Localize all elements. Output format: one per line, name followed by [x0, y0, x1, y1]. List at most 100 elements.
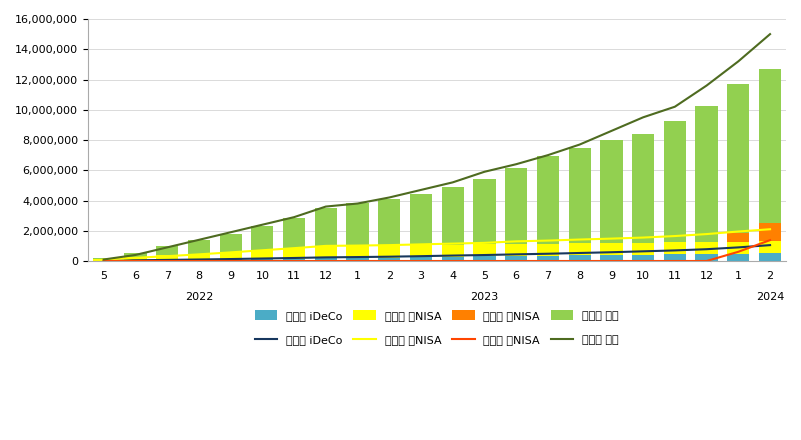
評価額 特定 — [606, 128, 616, 134]
Line: 評価額 iDeCo: 評価額 iDeCo — [103, 245, 770, 260]
評価額 特定 — [543, 153, 553, 158]
評価額 旧NISA — [670, 233, 680, 238]
評価額 特定 — [384, 195, 394, 200]
評価額 特定 — [480, 169, 489, 174]
Bar — [252, 226, 273, 250]
Bar — [727, 232, 750, 242]
Bar — [441, 187, 464, 245]
Bar — [124, 253, 147, 257]
Bar — [156, 256, 179, 260]
Bar — [537, 244, 559, 256]
評価額 新NISA — [352, 258, 362, 264]
評価額 旧NISA — [448, 241, 457, 246]
評価額 特定 — [194, 237, 203, 242]
Bar — [410, 194, 432, 245]
Bar — [569, 148, 591, 243]
Bar — [283, 218, 305, 248]
評価額 旧NISA — [194, 252, 203, 257]
Bar — [664, 242, 686, 254]
Bar — [315, 258, 337, 261]
評価額 iDeCo — [480, 253, 489, 258]
Line: 評価額 旧NISA: 評価額 旧NISA — [103, 229, 770, 260]
Bar — [219, 234, 242, 252]
Bar — [378, 198, 400, 246]
評価額 iDeCo — [606, 249, 616, 255]
評価額 新NISA — [448, 258, 457, 264]
評価額 特定 — [131, 252, 140, 257]
評価額 旧NISA — [226, 250, 235, 255]
評価額 旧NISA — [606, 236, 616, 241]
評価額 特定 — [99, 257, 108, 262]
評価額 旧NISA — [480, 240, 489, 246]
Bar — [315, 208, 337, 246]
Bar — [600, 243, 622, 255]
Bar — [283, 248, 305, 259]
評価額 特定 — [670, 104, 680, 110]
Bar — [252, 259, 273, 261]
Bar — [473, 180, 496, 244]
評価額 iDeCo — [543, 251, 553, 257]
Bar — [664, 254, 686, 261]
Bar — [632, 242, 654, 255]
評価額 新NISA — [606, 258, 616, 264]
評価額 iDeCo — [226, 257, 235, 262]
評価額 iDeCo — [163, 257, 172, 263]
評価額 iDeCo — [638, 249, 648, 254]
評価額 旧NISA — [765, 227, 775, 232]
評価額 新NISA — [417, 258, 426, 264]
評価額 iDeCo — [384, 254, 394, 259]
Bar — [378, 246, 400, 257]
Bar — [93, 259, 115, 260]
Bar — [695, 106, 718, 242]
Text: 2022: 2022 — [185, 292, 213, 302]
評価額 特定 — [417, 187, 426, 193]
Bar — [156, 260, 179, 261]
評価額 旧NISA — [543, 238, 553, 243]
評価額 旧NISA — [258, 248, 268, 253]
Bar — [759, 69, 781, 223]
評価額 iDeCo — [511, 252, 521, 257]
Bar — [410, 257, 432, 261]
評価額 新NISA — [765, 238, 775, 243]
Bar — [219, 259, 242, 261]
Bar — [632, 255, 654, 261]
Bar — [124, 260, 147, 261]
評価額 iDeCo — [670, 248, 680, 253]
Line: 評価額 特定: 評価額 特定 — [103, 34, 770, 260]
評価額 旧NISA — [352, 243, 362, 248]
評価額 新NISA — [258, 258, 268, 264]
評価額 新NISA — [575, 258, 585, 264]
評価額 iDeCo — [575, 250, 585, 256]
評価額 旧NISA — [511, 238, 521, 244]
Bar — [537, 156, 559, 244]
評価額 旧NISA — [575, 237, 585, 242]
評価額 新NISA — [321, 258, 331, 264]
Bar — [569, 243, 591, 256]
評価額 特定 — [765, 32, 775, 37]
Bar — [187, 240, 210, 253]
評価額 新NISA — [638, 258, 648, 264]
評価額 iDeCo — [448, 253, 457, 258]
Bar — [537, 256, 559, 261]
評価額 旧NISA — [417, 242, 426, 247]
Bar — [124, 257, 147, 260]
Bar — [315, 246, 337, 258]
評価額 新NISA — [289, 258, 299, 264]
評価額 新NISA — [99, 258, 108, 264]
評価額 iDeCo — [702, 246, 711, 252]
Bar — [600, 140, 622, 243]
Bar — [727, 84, 750, 232]
Bar — [569, 256, 591, 261]
評価額 新NISA — [670, 258, 680, 264]
Bar — [93, 258, 115, 259]
評価額 iDeCo — [321, 255, 331, 260]
評価額 特定 — [702, 83, 711, 88]
評価額 旧NISA — [321, 243, 331, 249]
評価額 旧NISA — [384, 242, 394, 248]
Line: 評価額 新NISA: 評価額 新NISA — [103, 240, 770, 261]
Bar — [441, 257, 464, 261]
評価額 旧NISA — [99, 257, 108, 262]
Bar — [600, 255, 622, 261]
評価額 旧NISA — [638, 235, 648, 240]
Bar — [695, 242, 718, 254]
